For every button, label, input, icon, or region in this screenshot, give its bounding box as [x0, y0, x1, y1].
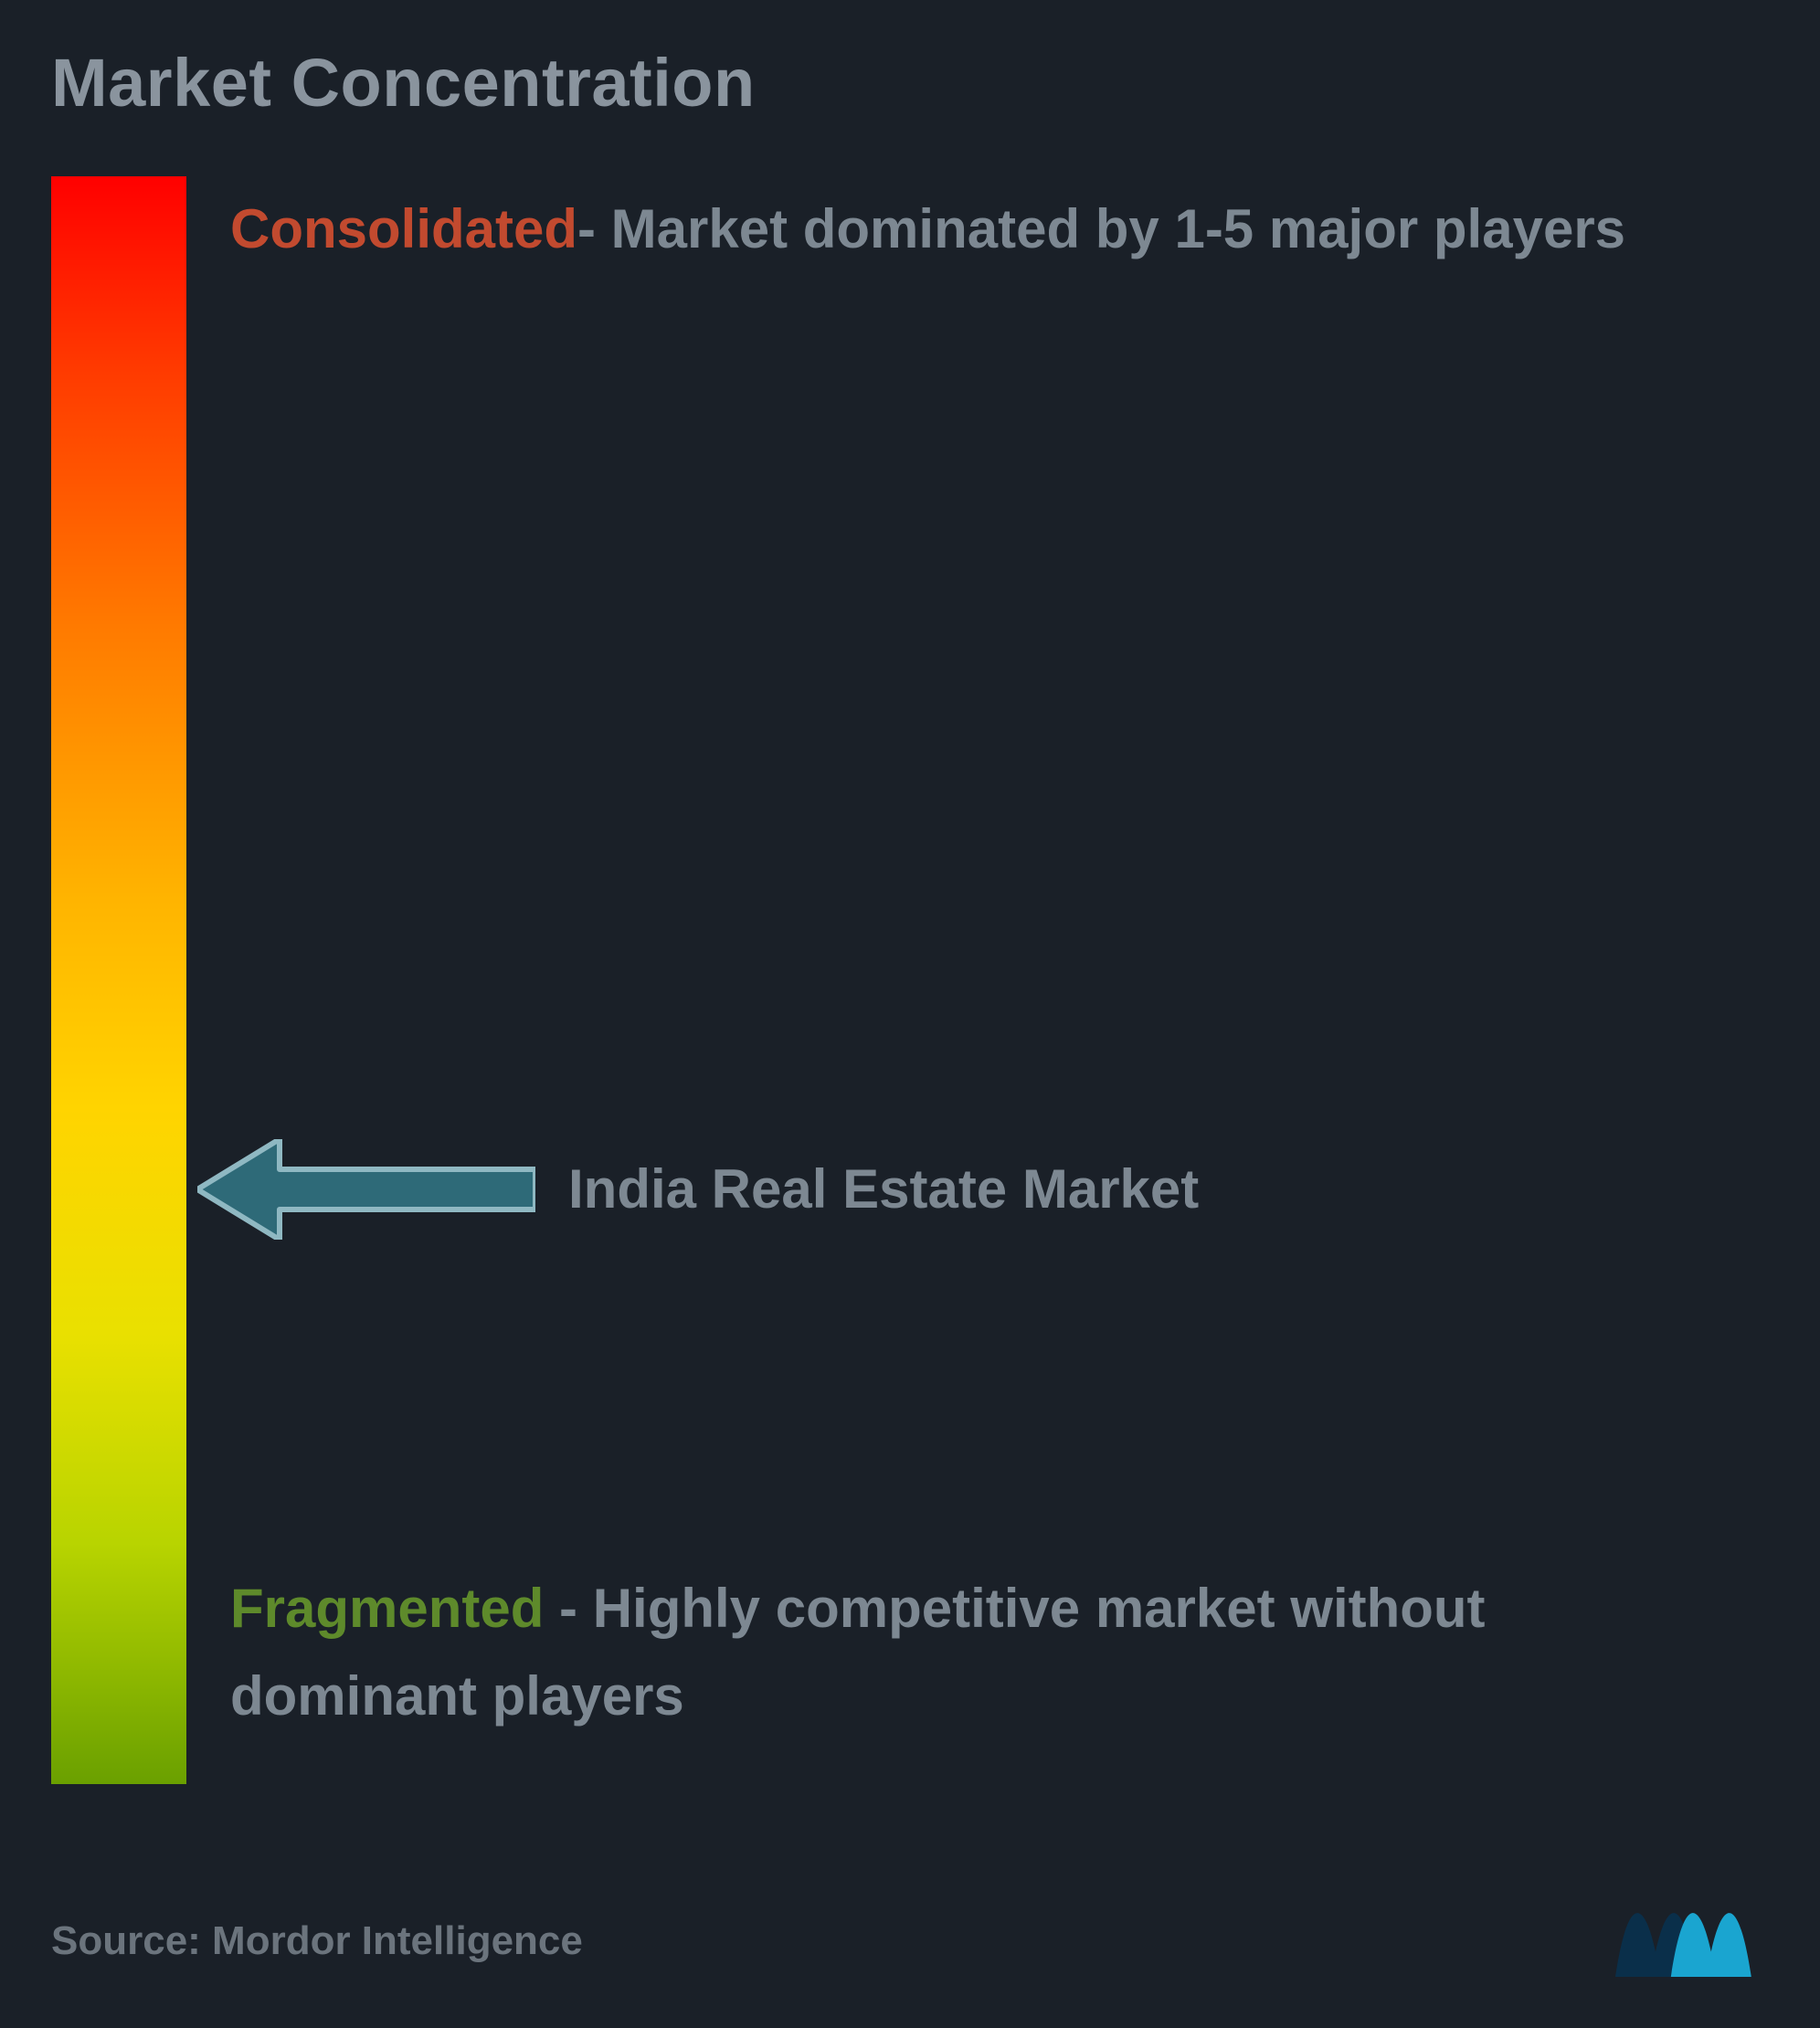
body-area: Consolidated- Market dominated by 1-5 ma…	[51, 176, 1769, 1784]
page-title: Market Concentration	[51, 44, 1769, 121]
fragmented-lead-word: Fragmented	[230, 1578, 544, 1639]
market-pointer-label: India Real Estate Market	[568, 1157, 1199, 1220]
concentration-gradient-bar	[51, 176, 186, 1784]
arrow-left-icon	[197, 1139, 535, 1240]
market-pointer: India Real Estate Market	[197, 1139, 1199, 1240]
infographic-container: Market Concentration Consolidated- Marke…	[0, 0, 1820, 2028]
consolidated-label: Consolidated- Market dominated by 1-5 ma…	[230, 185, 1732, 273]
consolidated-rest-text: - Market dominated by 1-5 major players	[577, 198, 1625, 259]
consolidated-lead-word: Consolidated	[230, 198, 577, 259]
source-attribution: Source: Mordor Intelligence	[51, 1918, 583, 1964]
fragmented-label: Fragmented - Highly competitive market w…	[230, 1565, 1732, 1740]
labels-column: Consolidated- Market dominated by 1-5 ma…	[186, 176, 1769, 1784]
mordor-logo-icon	[1615, 1876, 1762, 1977]
